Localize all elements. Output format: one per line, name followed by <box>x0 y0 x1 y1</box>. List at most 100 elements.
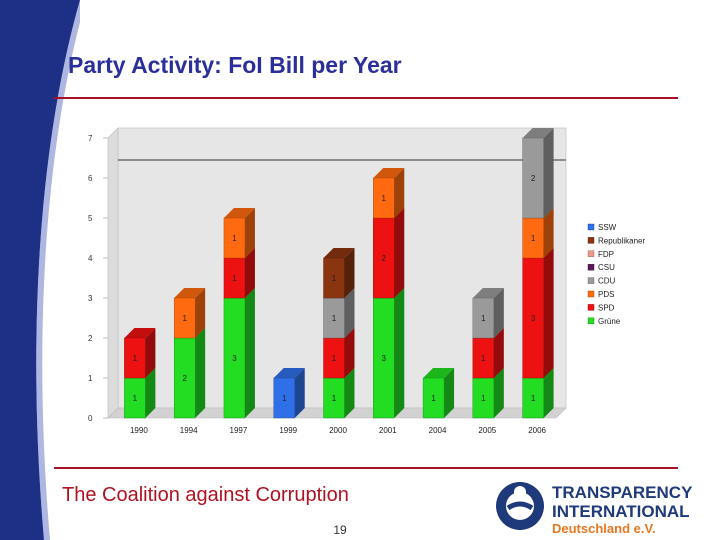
page-number: 19 <box>333 523 347 537</box>
bar-value-label: 3 <box>531 314 536 323</box>
legend-label: CSU <box>598 263 615 272</box>
x-tick-label: 2000 <box>329 426 347 435</box>
bar-value-label: 1 <box>133 394 138 403</box>
bar-side <box>493 288 504 338</box>
y-tick-label: 7 <box>88 134 93 143</box>
bar-value-label: 1 <box>531 234 536 243</box>
plot-side-wall <box>107 127 119 419</box>
bar-side <box>344 328 355 378</box>
bar-value-label: 1 <box>332 394 337 403</box>
bar-value-label: 1 <box>481 394 486 403</box>
bar-value-label: 3 <box>232 354 237 363</box>
bar-top <box>273 368 305 378</box>
bar-side <box>344 288 355 338</box>
legend-swatch <box>587 223 595 231</box>
title-divider <box>54 97 678 99</box>
bar-top <box>423 368 455 378</box>
y-tick-label: 5 <box>88 214 93 223</box>
bar-value-label: 1 <box>182 314 187 323</box>
bar-value-label: 2 <box>382 254 387 263</box>
bar-value-label: 1 <box>481 354 486 363</box>
bar-value-label: 1 <box>431 394 436 403</box>
bar-value-label: 3 <box>382 354 387 363</box>
legend-swatch <box>587 263 595 271</box>
y-tick-label: 1 <box>88 374 93 383</box>
x-tick-label: 1999 <box>279 426 297 435</box>
logo-line-3: Deutschland e.V. <box>552 521 656 536</box>
bar-segment <box>422 377 445 419</box>
bar-value-label: 2 <box>182 374 187 383</box>
footer-text: The Coalition against Corruption <box>62 484 349 506</box>
bar-side <box>493 328 504 378</box>
bar-side <box>493 368 504 418</box>
bar-segment <box>223 217 246 259</box>
y-tick-label: 4 <box>88 254 93 263</box>
x-tick-label: 2006 <box>528 426 546 435</box>
x-tick-label: 1994 <box>180 426 198 435</box>
logo-line-2: INTERNATIONAL <box>552 502 690 521</box>
stacked-bar-chart: 0 1 2 3 4 5 6 7 1 1 1990 2 1 1994 3 1 1 1997 1 1999 1 1 1 1 2000… <box>88 127 645 435</box>
x-tick-label: 1990 <box>130 426 148 435</box>
bar-value-label: 1 <box>332 314 337 323</box>
bar-value-label: 1 <box>332 274 337 283</box>
y-tick-label: 6 <box>88 174 93 183</box>
bar-side <box>543 128 554 218</box>
bar-value-label: 1 <box>232 274 237 283</box>
legend-swatch <box>587 290 595 298</box>
logo-line-1: TRANSPARENCY <box>552 483 693 502</box>
bar-segment <box>173 297 196 339</box>
legend-swatch <box>587 237 595 244</box>
bar-top <box>223 208 255 218</box>
bar-segment <box>124 337 146 379</box>
x-tick-label: 1997 <box>230 426 248 435</box>
bar-side <box>394 168 405 218</box>
bar-segment <box>373 177 395 219</box>
bar-side <box>543 368 554 418</box>
legend-swatch <box>587 277 595 284</box>
bar-top <box>373 168 405 178</box>
bar-side <box>294 368 305 418</box>
bar-side <box>543 248 554 378</box>
bar-top <box>323 248 355 258</box>
bar-side <box>394 288 405 418</box>
y-tick-label: 0 <box>88 414 93 423</box>
y-tick-label: 3 <box>88 294 93 303</box>
x-tick-label: 2004 <box>429 426 447 435</box>
logo-figure-head <box>514 486 526 498</box>
legend-label: CDU <box>598 277 616 286</box>
legend-label: Republikaner <box>598 236 645 245</box>
x-tick-label: 2005 <box>478 426 496 435</box>
bar-side <box>543 208 554 258</box>
bar-side <box>244 288 255 418</box>
bar-side <box>244 208 255 258</box>
legend-swatch <box>587 317 595 325</box>
bar-side <box>145 328 156 378</box>
x-tick-label: 2001 <box>379 426 397 435</box>
bar-side <box>344 368 355 418</box>
bar-value-label: 1 <box>232 234 237 243</box>
bar-value-label: 1 <box>481 314 486 323</box>
bar-value-label: 1 <box>531 394 536 403</box>
bar-side <box>394 208 405 298</box>
slide-title: Party Activity: FoI Bill per Year <box>68 52 402 78</box>
bar-value-label: 1 <box>382 194 387 203</box>
bar-top <box>124 328 156 338</box>
legend-swatch <box>587 304 595 311</box>
decorative-swoosh <box>0 0 80 540</box>
bar-top <box>522 128 554 138</box>
bar-side <box>244 248 255 298</box>
bar-segment <box>522 137 544 219</box>
legend-label: SSW <box>598 223 617 232</box>
bar-top <box>174 288 206 298</box>
legend-label: Grüne <box>598 317 621 326</box>
bar-side <box>344 248 355 298</box>
legend-label: PDS <box>598 290 614 299</box>
legend-swatch <box>587 250 595 258</box>
bar-segment <box>323 257 345 299</box>
bar-value-label: 2 <box>531 174 536 183</box>
bar-top <box>472 288 504 298</box>
bar-value-label: 1 <box>282 394 287 403</box>
bar-side <box>145 368 156 418</box>
bar-segment <box>273 377 295 419</box>
bar-segment <box>472 297 495 339</box>
